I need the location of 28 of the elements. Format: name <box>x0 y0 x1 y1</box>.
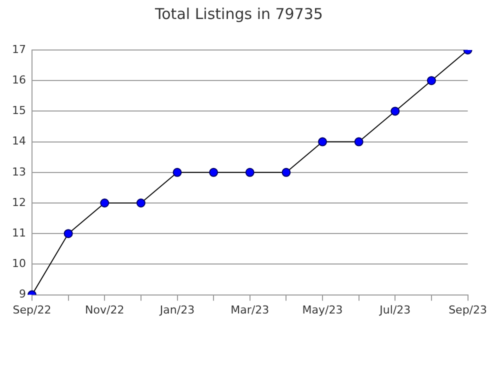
point <box>282 168 291 177</box>
y-tick-label: 14 <box>12 134 26 148</box>
point <box>100 198 110 208</box>
point <box>354 137 364 146</box>
y-tick-label: 10 <box>12 257 26 270</box>
y-tick-label: 16 <box>12 73 26 86</box>
y-tick-label: 17 <box>12 42 26 56</box>
x-tick-label: Jul/23 <box>378 303 411 316</box>
x-tick-label: Nov/22 <box>85 303 124 316</box>
y-tick-label: 11 <box>12 226 26 240</box>
point <box>245 168 254 177</box>
point <box>390 106 400 116</box>
point <box>209 168 218 177</box>
point <box>318 137 328 146</box>
x-tick-label: May/23 <box>302 303 343 316</box>
x-tick-label: Sep/22 <box>12 303 52 316</box>
y-tick-label: 9 <box>18 288 26 301</box>
point <box>136 198 146 208</box>
point <box>172 168 182 177</box>
y-tick-label: 12 <box>12 196 26 209</box>
y-tick-label: 15 <box>12 104 26 118</box>
point <box>426 76 436 86</box>
x-tick-label: Sep/23 <box>448 303 487 316</box>
y-tick-label: 13 <box>12 165 26 178</box>
chart-title: Total Listings in 79735 <box>154 4 323 23</box>
x-tick-label: Jan/23 <box>158 303 195 316</box>
x-tick-label: Mar/23 <box>230 303 270 316</box>
point <box>64 229 73 238</box>
